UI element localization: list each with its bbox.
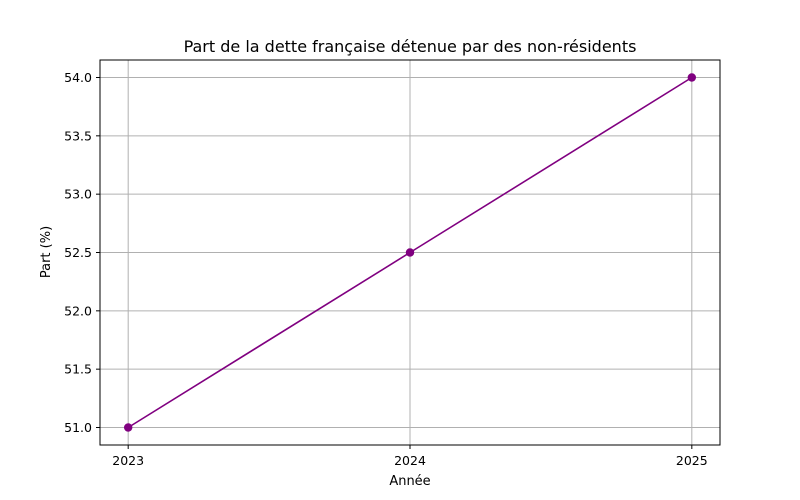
x-tick-label: 2023 xyxy=(112,453,144,468)
x-tick-label: 2025 xyxy=(676,453,708,468)
y-axis-label: Part (%) xyxy=(39,226,54,278)
plot-frame xyxy=(99,59,721,446)
data-point xyxy=(405,248,415,257)
y-tick-label: 53.0 xyxy=(64,187,92,202)
y-tick-label: 54.0 xyxy=(64,70,92,85)
data-point xyxy=(687,73,697,82)
y-tick-label: 51.5 xyxy=(64,362,92,377)
series-layer xyxy=(123,73,697,432)
grid xyxy=(100,60,720,445)
x-axis-label: Année xyxy=(389,474,430,489)
y-tick-label: 51.0 xyxy=(64,420,92,435)
axis-ticks: 2023 2024 2025 51.0 51.5 52.0 52.5 53.0 53.5 54.0 xyxy=(64,70,708,468)
y-tick-label: 53.5 xyxy=(64,128,92,143)
y-tick-label: 52.0 xyxy=(64,303,92,318)
data-point xyxy=(123,423,133,432)
x-tick-label: 2024 xyxy=(394,453,426,468)
y-tick-label: 52.5 xyxy=(64,245,92,260)
chart-title: Part de la dette française détenue par d… xyxy=(184,37,637,56)
